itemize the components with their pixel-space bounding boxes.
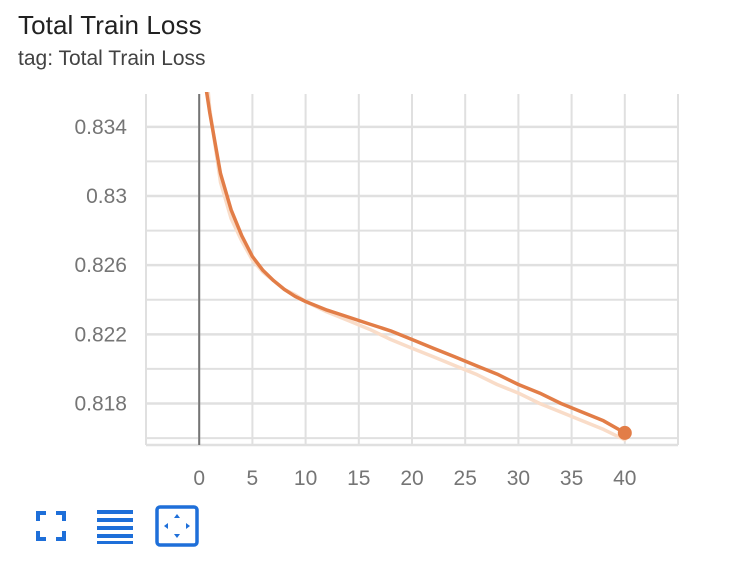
- fit-domain-icon: [155, 505, 199, 547]
- line-chart[interactable]: 0.818 0.822 0.826 0.83 0.834 0 5 10 15 20 25 30 35 40: [0, 80, 736, 500]
- toggle-log-scale-icon: [97, 510, 133, 544]
- x-tick-label: 20: [400, 467, 423, 490]
- series-line-main: [204, 92, 627, 435]
- y-tick-label: 0.822: [74, 323, 127, 346]
- y-tick-label: 0.818: [74, 393, 127, 416]
- fullscreen-icon: [36, 511, 66, 541]
- y-tick-label: 0.83: [86, 185, 127, 208]
- chart-title: Total Train Loss: [18, 10, 202, 40]
- axes: [146, 94, 678, 447]
- series-layer: [204, 92, 632, 442]
- series-line-smoothed: [206, 92, 627, 442]
- tick-labels: 0.818 0.822 0.826 0.83 0.834 0 5 10 15 20 25 30 35 40: [74, 116, 636, 490]
- x-tick-label: 10: [294, 467, 317, 490]
- x-tick-label: 5: [247, 467, 259, 490]
- fit-domain-button[interactable]: [155, 505, 199, 547]
- y-tick-label: 0.834: [74, 116, 127, 139]
- chart-tag: tag: Total Train Loss: [18, 47, 206, 70]
- x-tick-label: 0: [193, 467, 205, 490]
- fullscreen-button[interactable]: [30, 505, 72, 547]
- x-tick-label: 40: [613, 467, 636, 490]
- y-tick-label: 0.826: [74, 254, 127, 277]
- grid: [145, 94, 679, 445]
- x-tick-label: 25: [454, 467, 477, 490]
- series-endpoint-marker[interactable]: [617, 425, 632, 440]
- x-tick-label: 15: [347, 467, 370, 490]
- toggle-log-scale-button[interactable]: [94, 505, 136, 547]
- x-tick-label: 35: [560, 467, 583, 490]
- x-tick-label: 30: [507, 467, 530, 490]
